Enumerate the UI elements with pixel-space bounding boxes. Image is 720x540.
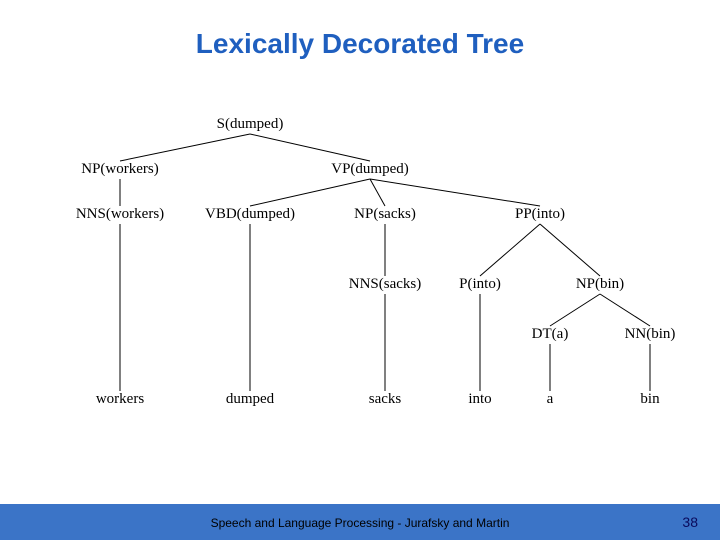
page-number: 38	[682, 514, 698, 530]
tree-node-NNS2: NNS(sacks)	[349, 276, 422, 293]
tree-node-NP3: NP(bin)	[576, 276, 624, 293]
tree-node-NNS1: NNS(workers)	[76, 206, 164, 223]
tree-node-S: S(dumped)	[217, 116, 284, 133]
tree-node-w3: sacks	[369, 391, 402, 408]
tree-node-w6: bin	[640, 391, 659, 408]
tree-node-PP: PP(into)	[515, 206, 565, 223]
tree-node-VP: VP(dumped)	[331, 161, 409, 178]
parse-tree: S(dumped) NP(workers) VP(dumped) NNS(worker…	[0, 0, 720, 540]
tree-node-DT: DT(a)	[532, 326, 569, 343]
tree-node-P: P(into)	[459, 276, 501, 293]
tree-node-w2: dumped	[226, 391, 274, 408]
tree-node-NP2: NP(sacks)	[354, 206, 416, 223]
tree-node-w4: into	[468, 391, 491, 408]
footer-text: Speech and Language Processing - Jurafsk…	[0, 516, 720, 530]
tree-node-VBD: VBD(dumped)	[205, 206, 295, 223]
tree-edges	[0, 0, 720, 540]
tree-node-w1: workers	[96, 391, 144, 408]
tree-node-NN: NN(bin)	[625, 326, 676, 343]
tree-node-NP1: NP(workers)	[81, 161, 158, 178]
tree-node-w5: a	[547, 391, 554, 408]
